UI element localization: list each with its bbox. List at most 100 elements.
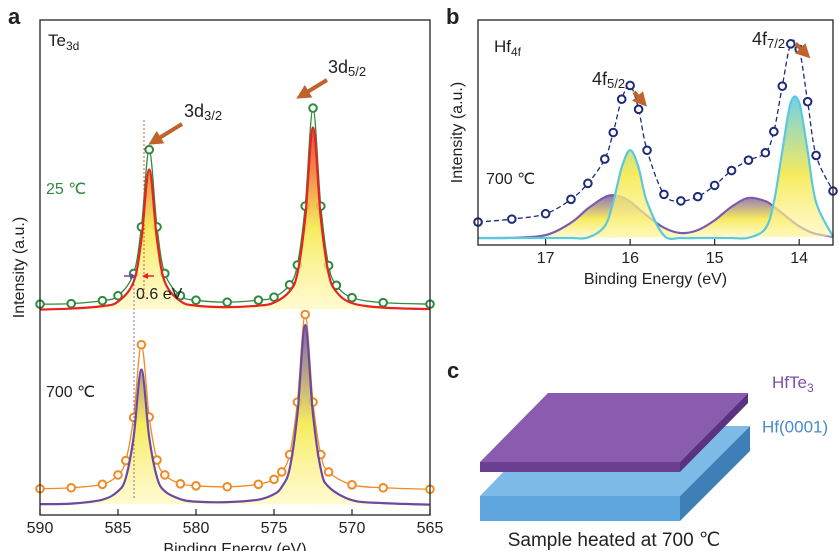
layer-label-text: HfTe [772, 373, 807, 392]
data-point [66, 482, 76, 493]
x-tick-label: 15 [706, 250, 724, 267]
annotation-sub: 3/2 [204, 108, 222, 123]
x-tick-label: 580 [183, 520, 210, 537]
annotation-sub: 5/2 [348, 64, 366, 79]
annotation-text: 4f [752, 29, 768, 49]
y-axis-label: Intensity (a.u.) [449, 82, 466, 183]
x-tick-label: 17 [537, 250, 555, 267]
data-point [642, 145, 652, 156]
x-tick-label: 575 [261, 520, 288, 537]
annotation: Te3d [48, 31, 79, 53]
data-point [583, 178, 593, 189]
data-point [347, 480, 357, 490]
data-point [785, 39, 796, 49]
x-axis-label: Binding Energy (eV) [163, 541, 306, 551]
data-point [269, 292, 279, 303]
fit-curve [39, 323, 431, 506]
data-point [709, 180, 720, 191]
x-axis-label: Binding Energy (eV) [584, 271, 727, 288]
data-point [97, 479, 108, 490]
panel-label: c [447, 358, 459, 383]
arrow-head [795, 43, 811, 59]
data-point [136, 339, 147, 350]
x-tick-label: 585 [105, 520, 132, 537]
data-point [811, 150, 821, 161]
arrow-head [148, 131, 165, 145]
data-point [323, 467, 334, 477]
envelope-curve [39, 313, 431, 490]
annotation: Hf4f [494, 37, 522, 59]
data-point [659, 189, 669, 200]
arrow-head [142, 273, 148, 279]
substrate-front [480, 496, 680, 521]
data-point [300, 309, 311, 320]
data-point [222, 481, 232, 492]
annotation-text: 3d [184, 101, 204, 121]
annotation: 4f5/2 [592, 69, 625, 92]
annotation-sub: 4f [511, 45, 522, 59]
annotation-text: Hf [494, 37, 511, 56]
data-point [507, 214, 517, 224]
data-point [97, 295, 108, 306]
data-point [633, 104, 644, 115]
data-point [175, 290, 186, 301]
arrow-head [296, 85, 313, 99]
annotation: 700 ℃ [486, 171, 535, 188]
annotation: 0.6 eV [136, 286, 183, 303]
film-front [480, 462, 680, 472]
annotation-text: 700 ℃ [46, 384, 95, 401]
panel-label: b [446, 4, 459, 29]
data-point [599, 154, 610, 164]
annotation: 700 ℃ [46, 384, 95, 401]
data-point [769, 126, 779, 137]
data-point [191, 295, 201, 305]
fit-curve [478, 95, 834, 240]
x-tick-label: 570 [339, 520, 366, 537]
data-point [277, 467, 287, 477]
data-point [113, 290, 123, 301]
data-point [616, 94, 627, 104]
data-point [743, 155, 754, 165]
film-top [480, 393, 748, 462]
data-point [253, 295, 264, 305]
data-point [378, 482, 389, 493]
data-point [144, 144, 154, 155]
annotation: 25 ℃ [46, 181, 86, 198]
x-tick-label: 565 [417, 520, 444, 537]
fit-curve [39, 126, 431, 311]
annotation-text: 3d [328, 57, 348, 77]
envelope-curve [39, 107, 431, 305]
layer-label: Hf(0001) [762, 417, 828, 436]
data-point [222, 297, 232, 307]
data-point [566, 194, 576, 205]
peak-fill [478, 195, 833, 239]
annotation-text: 700 ℃ [486, 171, 535, 188]
annotation: 4f7/2 [752, 29, 785, 52]
film-side [680, 393, 748, 472]
x-tick-label: 16 [621, 250, 639, 267]
schematic: c HfTe3 Hf(0001) Sample heated at 700 ℃ [447, 358, 828, 551]
data-point [540, 208, 551, 219]
data-point [269, 474, 279, 485]
annotation: 3d5/2 [328, 57, 366, 80]
data-point [347, 292, 357, 303]
data-point [113, 470, 123, 480]
layer-label-sub: 3 [807, 381, 814, 395]
y-axis-label: Intensity (a.u.) [11, 217, 28, 318]
data-point [191, 480, 201, 491]
annotation-text: 4f [592, 69, 608, 89]
data-point [308, 103, 318, 113]
data-point [802, 96, 813, 107]
data-point [726, 165, 737, 176]
data-point [253, 479, 264, 490]
data-point [625, 80, 635, 91]
layer-label: HfTe3 [772, 373, 814, 395]
annotation: 3d3/2 [184, 101, 222, 124]
data-point [692, 191, 703, 202]
substrate-side [680, 426, 750, 521]
annotation-text: Te [48, 31, 66, 50]
peak-fill [40, 324, 430, 505]
panel-label: a [8, 4, 21, 29]
data-point [777, 81, 788, 91]
